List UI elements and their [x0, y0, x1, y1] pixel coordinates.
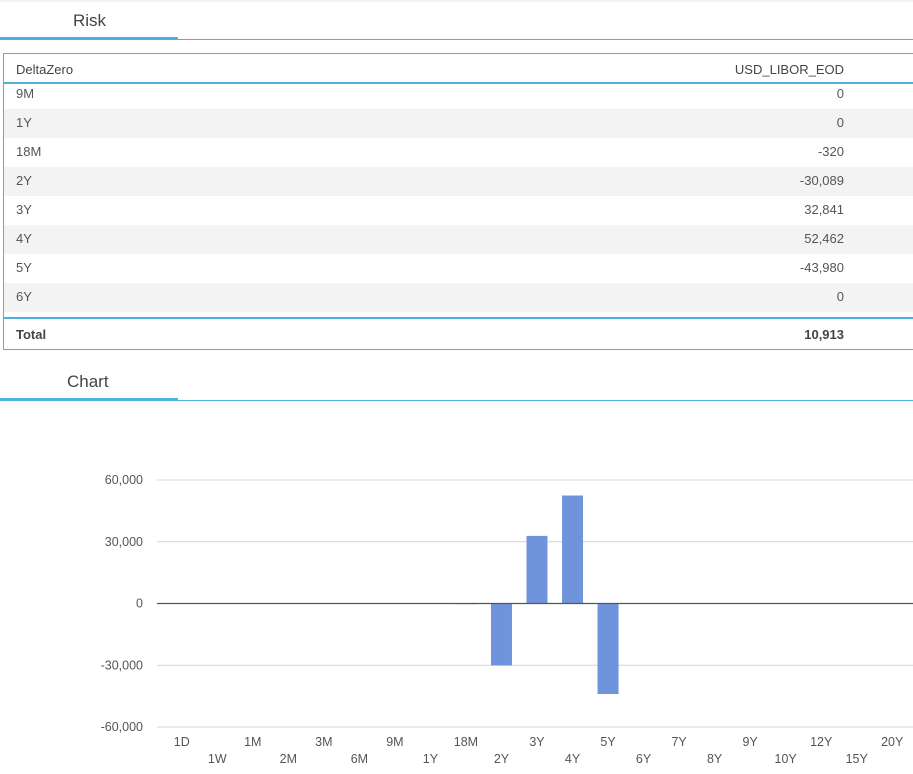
row-value: 32,841	[804, 202, 844, 217]
row-value: 52,462	[804, 231, 844, 246]
risk-table-total-row: Total 10,913	[4, 317, 913, 350]
row-tenor: 3Y	[16, 202, 32, 217]
table-row[interactable]: 6Y 0	[4, 283, 913, 312]
y-tick-label: 0	[136, 597, 143, 611]
chart-section-title: Chart	[67, 372, 109, 391]
y-tick-label: -30,000	[101, 658, 143, 672]
risk-section-title: Risk	[73, 11, 107, 30]
x-tick-label: 15Y	[846, 752, 869, 766]
chart-section-rule	[0, 400, 913, 401]
x-tick-label: 7Y	[671, 735, 687, 749]
x-tick-label: 1Y	[423, 752, 439, 766]
y-tick-label: -60,000	[101, 720, 143, 734]
x-tick-label: 18M	[454, 735, 478, 749]
risk-section-rule	[0, 39, 913, 40]
x-tick-label: 5Y	[600, 735, 616, 749]
row-value: -320	[817, 144, 844, 159]
x-tick-label: 3M	[315, 735, 332, 749]
table-row[interactable]: 3Y 32,841	[4, 196, 913, 225]
table-row[interactable]: 1Y 0	[4, 109, 913, 138]
risk-table-header: DeltaZero USD_LIBOR_EOD	[4, 54, 913, 84]
x-tick-label: 6Y	[636, 752, 652, 766]
chart-section-header: Chart	[0, 361, 913, 401]
risk-section-accent	[0, 37, 178, 40]
bar[interactable]	[562, 495, 584, 604]
row-value: 0	[836, 289, 844, 304]
x-tick-label: 1M	[244, 735, 261, 749]
x-tick-label: 2M	[280, 752, 297, 766]
row-tenor: 2Y	[16, 173, 32, 188]
x-tick-label: 3Y	[529, 735, 545, 749]
x-tick-label: 1D	[174, 735, 190, 749]
x-tick-label: 20Y	[881, 735, 904, 749]
table-row[interactable]: 4Y 52,462	[4, 225, 913, 254]
x-tick-label: 6M	[351, 752, 368, 766]
y-tick-label: 60,000	[105, 473, 143, 487]
column-header-measure[interactable]: DeltaZero	[16, 62, 74, 77]
x-tick-label: 4Y	[565, 752, 581, 766]
chart-section-accent	[0, 398, 178, 401]
row-tenor: 1Y	[16, 115, 32, 130]
risk-table: DeltaZero USD_LIBOR_EOD 9M 0 1Y 0 18M -320 2Y -…	[3, 53, 913, 350]
column-header-curve[interactable]: USD_LIBOR_EOD	[734, 62, 844, 77]
bar[interactable]	[526, 535, 548, 604]
x-tick-label: 12Y	[810, 735, 833, 749]
row-tenor: 18M	[16, 144, 42, 159]
bar[interactable]	[597, 603, 619, 695]
x-tick-label: 8Y	[707, 752, 723, 766]
row-value: 0	[836, 86, 844, 101]
table-row[interactable]: 2Y -30,089	[4, 167, 913, 196]
delta-bar-chart: 60,000 30,000 0 -30,000 -60,000 1D 1W 1M 2M 3M 6M 9…	[101, 473, 913, 766]
risk-section-header: Risk	[0, 0, 913, 40]
bar[interactable]	[490, 603, 512, 666]
total-label: Total	[16, 327, 47, 342]
x-tick-label: 2Y	[494, 752, 510, 766]
x-tick-label: 1W	[208, 752, 227, 766]
row-value: -30,089	[799, 173, 844, 188]
table-row[interactable]: 5Y -43,980	[4, 254, 913, 283]
row-tenor: 5Y	[16, 260, 32, 275]
row-tenor: 6Y	[16, 289, 32, 304]
row-value: 0	[836, 115, 844, 130]
x-tick-label: 10Y	[775, 752, 798, 766]
x-tick-label: 9Y	[742, 735, 758, 749]
row-tenor: 4Y	[16, 231, 32, 246]
table-row[interactable]: 9M 0	[4, 80, 913, 109]
total-value: 10,913	[804, 327, 844, 342]
row-value: -43,980	[799, 260, 844, 275]
top-border	[0, 0, 913, 2]
x-tick-label: 9M	[386, 735, 403, 749]
table-row[interactable]: 18M -320	[4, 138, 913, 167]
y-tick-label: 30,000	[105, 535, 143, 549]
row-tenor: 9M	[16, 86, 35, 101]
